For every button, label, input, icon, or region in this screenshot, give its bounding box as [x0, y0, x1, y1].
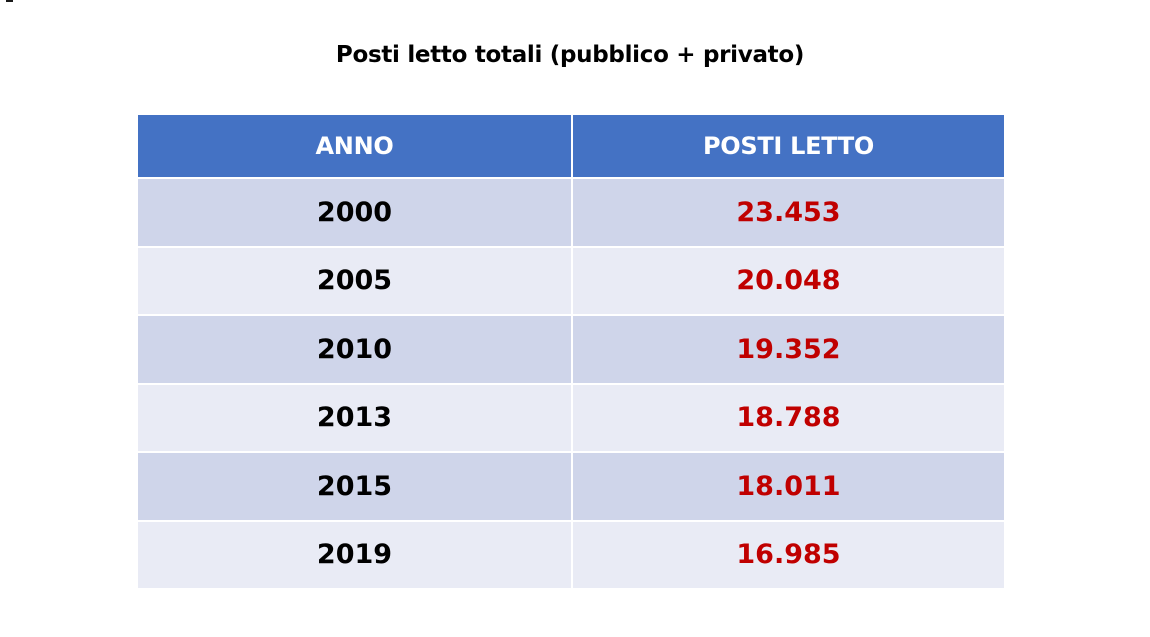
corner-dash-mark — [6, 0, 13, 2]
year-cell: 2015 — [138, 451, 571, 520]
table-title: Posti letto totali (pubblico + privato) — [335, 42, 805, 68]
beds-cell: 20.048 — [571, 245, 1004, 314]
year-cell: 2013 — [138, 382, 571, 451]
beds-cell: 18.011 — [571, 451, 1004, 520]
table-row: 2019 16.985 — [138, 519, 1004, 588]
beds-cell: 19.352 — [571, 314, 1004, 383]
table-row: 2013 18.788 — [138, 382, 1004, 451]
header-anno: ANNO — [138, 115, 571, 177]
beds-cell: 23.453 — [571, 177, 1004, 246]
year-cell: 2010 — [138, 314, 571, 383]
beds-cell: 16.985 — [571, 519, 1004, 588]
beds-table: ANNO POSTI LETTO 2000 23.453 2005 20.048… — [138, 115, 1004, 588]
year-cell: 2019 — [138, 519, 571, 588]
table-row: 2000 23.453 — [138, 177, 1004, 246]
table-row: 2005 20.048 — [138, 245, 1004, 314]
year-cell: 2005 — [138, 245, 571, 314]
header-posti-letto: POSTI LETTO — [571, 115, 1004, 177]
beds-cell: 18.788 — [571, 382, 1004, 451]
table-row: 2010 19.352 — [138, 314, 1004, 383]
year-cell: 2000 — [138, 177, 571, 246]
table-header-row: ANNO POSTI LETTO — [138, 115, 1004, 177]
table-row: 2015 18.011 — [138, 451, 1004, 520]
